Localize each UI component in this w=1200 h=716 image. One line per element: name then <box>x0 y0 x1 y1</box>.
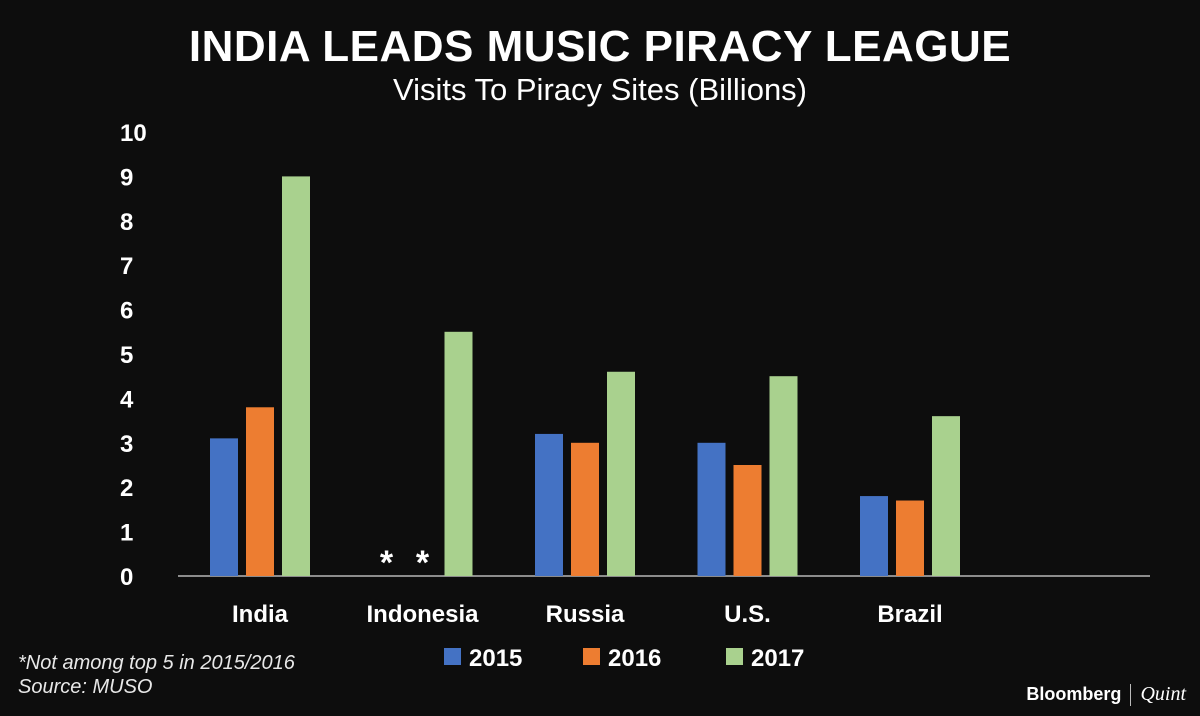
y-tick-label: 10 <box>120 120 147 147</box>
y-tick-label: 3 <box>120 431 133 458</box>
x-tick-label: U.S. <box>724 601 771 628</box>
bar-2015-brazil <box>860 496 888 576</box>
y-tick-label: 4 <box>120 386 134 413</box>
bar-2017-india <box>282 176 310 576</box>
y-tick-label: 2 <box>120 475 133 502</box>
x-tick-label: Russia <box>546 601 625 628</box>
bar-2016-us <box>733 465 762 576</box>
y-tick-label: 0 <box>120 564 133 591</box>
bar-2016-india <box>246 407 274 576</box>
brand-quint: Quint <box>1140 683 1186 705</box>
y-tick-label: 7 <box>120 253 133 280</box>
bar-2015-us <box>697 442 726 576</box>
source-note: Source: MUSO <box>18 676 153 698</box>
brand-divider <box>1130 683 1132 706</box>
legend-label-2017: 2017 <box>751 645 804 672</box>
bar-2015-russia <box>535 433 563 576</box>
bar-2015-india <box>210 438 238 576</box>
y-tick-label: 6 <box>120 298 133 325</box>
missing-marker: * <box>380 544 394 582</box>
legend-swatch-2017 <box>726 648 743 665</box>
legend-label-2015: 2015 <box>469 645 522 672</box>
chart-subtitle: Visits To Piracy Sites (Billions) <box>392 72 808 107</box>
legend-swatch-2016 <box>583 648 600 665</box>
legend-label-2016: 2016 <box>608 645 661 672</box>
y-tick-label: 9 <box>120 164 133 191</box>
bar-2016-russia <box>571 442 599 576</box>
missing-marker: * <box>416 544 430 582</box>
legend-swatch-2015 <box>444 648 461 665</box>
x-tick-label: Brazil <box>877 601 942 628</box>
x-tick-label: Indonesia <box>366 601 479 628</box>
bar-2017-indonesia <box>444 331 473 576</box>
bar-2016-brazil <box>896 500 924 576</box>
brand-logo: Bloomberg Quint <box>1026 683 1186 706</box>
footnote: *Not among top 5 in 2015/2016 <box>18 652 295 674</box>
y-tick-label: 8 <box>120 209 133 236</box>
bar-2017-brazil <box>932 416 960 576</box>
brand-bloomberg: Bloomberg <box>1026 684 1122 704</box>
x-tick-label: India <box>232 601 289 628</box>
y-tick-label: 5 <box>120 342 133 369</box>
y-tick-label: 1 <box>120 520 133 547</box>
bar-2017-us <box>769 376 798 576</box>
bar-2017-russia <box>607 371 635 576</box>
chart-title: INDIA LEADS MUSIC PIRACY LEAGUE <box>188 22 1012 71</box>
